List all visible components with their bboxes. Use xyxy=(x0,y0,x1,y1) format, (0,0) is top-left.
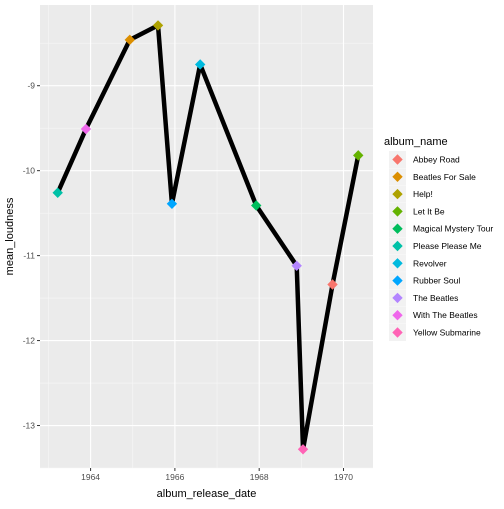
legend-key-symbol xyxy=(392,327,403,338)
legend-label: Revolver xyxy=(413,258,447,268)
data-point xyxy=(291,260,302,272)
data-point xyxy=(52,187,63,198)
data-point xyxy=(124,34,135,46)
y-axis: -13 -12 -11 -10 -9 xyxy=(23,81,40,431)
x-tick-label: 1964 xyxy=(81,472,100,482)
data-point xyxy=(194,59,206,70)
y-tick-label: -9 xyxy=(27,81,35,91)
legend-key-symbol xyxy=(392,223,403,234)
legend-title: album_name xyxy=(384,136,448,148)
legend-label: Rubber Soul xyxy=(413,276,460,286)
legend-label: Yellow Submarine xyxy=(413,328,481,338)
legend-label: Beatles For Sale xyxy=(413,172,476,182)
x-tick-label: 1970 xyxy=(334,472,353,482)
legend-key-symbol xyxy=(392,206,403,217)
y-tick-label: -11 xyxy=(23,251,35,261)
y-tick-label: -10 xyxy=(23,166,36,176)
data-point xyxy=(327,279,338,290)
legend-items: Abbey Road Beatles For Sale Help! Let It Be… xyxy=(389,151,493,341)
data-point xyxy=(152,20,164,31)
legend-key-symbol xyxy=(392,258,403,269)
x-axis: 1964 1966 1968 1970 xyxy=(81,468,353,482)
legend-label: Magical Mystery Tour xyxy=(413,224,493,234)
legend-key-symbol xyxy=(392,240,403,252)
legend-label: Let It Be xyxy=(413,206,445,216)
x-tick-label: 1966 xyxy=(165,472,184,482)
x-tick-label: 1968 xyxy=(250,472,269,482)
legend-label: Please Please Me xyxy=(413,241,482,251)
legend-label: Abbey Road xyxy=(413,155,460,165)
legend-label: The Beatles xyxy=(413,293,458,303)
legend-label: With The Beatles xyxy=(413,310,478,320)
legend: album_name Abbey Road Beatles For Sale Hel… xyxy=(384,136,493,341)
data-points xyxy=(52,20,364,455)
legend-label: Help! xyxy=(413,189,433,199)
legend-key-symbol xyxy=(392,171,403,182)
legend-key-symbol xyxy=(392,292,403,304)
data-point xyxy=(80,123,92,135)
x-axis-title: album_release_date xyxy=(157,488,257,500)
data-point xyxy=(251,200,262,211)
y-axis-title: mean_loudness xyxy=(4,197,16,275)
legend-key-symbol xyxy=(392,275,403,286)
data-point xyxy=(353,150,364,161)
legend-key-symbol xyxy=(392,188,403,200)
legend-key-symbol xyxy=(392,154,403,165)
data-point xyxy=(297,444,309,455)
legend-key-symbol xyxy=(392,310,403,321)
data-point xyxy=(166,198,178,209)
y-tick-label: -12 xyxy=(23,336,36,346)
y-tick-label: -13 xyxy=(23,421,36,431)
